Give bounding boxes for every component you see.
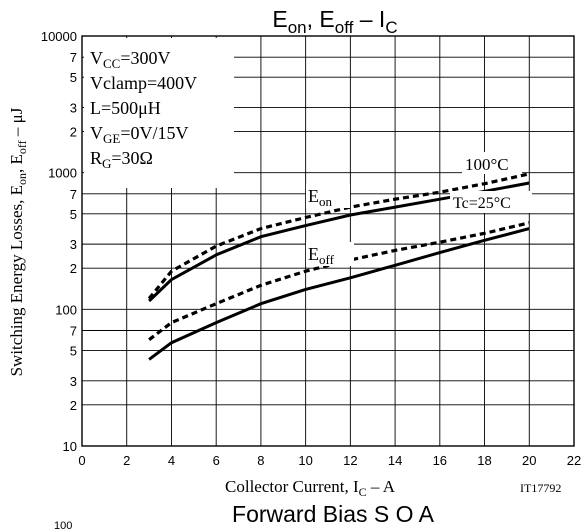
y-tick-label: 10000	[41, 29, 77, 44]
x-tick-label: 14	[388, 453, 402, 468]
y-tick-label: 5	[70, 70, 77, 85]
y-axis-ticks: 10 2 3 5 7 100 2 3 5 7 1000 2 3 5 7 10000	[41, 29, 77, 454]
annotation-25c: Tc=25°C	[453, 195, 511, 212]
annotation-backdrop-cold	[450, 191, 532, 213]
annotation-backdrop-hot	[462, 152, 522, 174]
condition-line: L=500μH	[90, 98, 161, 118]
y-tick-label: 7	[70, 187, 77, 202]
y-tick-label: 1000	[48, 166, 77, 181]
chart-title: Eon, Eoff – IC	[272, 6, 397, 37]
x-tick-label: 16	[433, 453, 447, 468]
y-tick-label: 7	[70, 50, 77, 65]
figure-code: IT17792	[520, 481, 561, 495]
y-tick-label: 3	[70, 374, 77, 389]
plot-frame	[81, 35, 575, 447]
y-axis-label: Switching Energy Losses, Eon, Eoff – μJ	[7, 107, 29, 376]
x-tick-label: 12	[343, 453, 357, 468]
condition-line: VCC=300V	[90, 48, 171, 71]
y-tick-label: 7	[70, 324, 77, 339]
next-chart-title: Forward Bias S O A	[232, 501, 435, 527]
x-tick-label: 10	[298, 453, 312, 468]
y-tick-label: 100	[55, 302, 77, 317]
next-chart-tick-partial: 100	[54, 520, 72, 529]
annotation-eoff: Eoff	[308, 244, 335, 267]
y-tick-label: 3	[70, 237, 77, 252]
x-tick-label: 6	[213, 453, 220, 468]
x-tick-label: 4	[168, 453, 175, 468]
x-tick-label: 18	[477, 453, 491, 468]
x-tick-label: 22	[567, 453, 581, 468]
y-tick-label: 2	[70, 125, 77, 140]
conditions-backdrop	[84, 38, 234, 188]
x-tick-label: 20	[522, 453, 536, 468]
y-tick-label: 5	[70, 343, 77, 358]
x-axis-ticks: 0 2 4 6 8 10 12 14 16 18 20 22	[78, 453, 581, 468]
condition-line: RG=30Ω	[90, 148, 153, 171]
y-tick-label: 3	[70, 100, 77, 115]
y-tick-label: 2	[70, 398, 77, 413]
series-eoff-25c	[148, 227, 530, 361]
x-tick-label: 2	[123, 453, 130, 468]
x-tick-label: 8	[257, 453, 264, 468]
annotation-eon: Eon	[308, 186, 333, 209]
y-tick-label: 5	[70, 207, 77, 222]
annotation-backdrop-eon	[306, 184, 350, 208]
x-tick-label: 0	[78, 453, 85, 468]
series-eon-100c	[147, 172, 530, 300]
y-tick-label: 10	[63, 439, 77, 454]
condition-line: VGE=0V/15V	[90, 123, 189, 146]
x-axis-label: Collector Current, IC – A	[225, 477, 396, 499]
annotation-backdrop-eoff	[306, 242, 354, 266]
annotation-100c: 100°C	[465, 155, 509, 174]
y-tick-label: 2	[70, 261, 77, 276]
condition-line: Vclamp=400V	[90, 73, 197, 93]
